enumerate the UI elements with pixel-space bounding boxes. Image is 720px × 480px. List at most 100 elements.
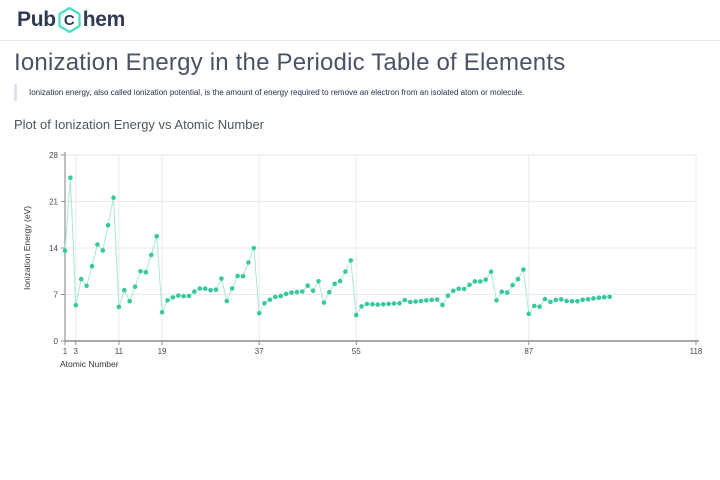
data-point[interactable]	[343, 269, 348, 274]
data-point[interactable]	[553, 297, 559, 303]
data-point[interactable]	[434, 297, 440, 302]
data-point[interactable]	[380, 302, 386, 307]
data-point[interactable]	[472, 279, 478, 284]
data-point[interactable]	[515, 276, 521, 282]
data-point[interactable]	[558, 297, 564, 302]
data-point[interactable]	[273, 294, 278, 300]
data-point[interactable]	[375, 302, 381, 307]
data-point[interactable]	[122, 287, 127, 293]
data-point[interactable]	[143, 269, 149, 275]
data-point[interactable]	[397, 301, 402, 306]
data-point[interactable]	[138, 269, 143, 274]
data-point[interactable]	[321, 300, 327, 305]
data-point[interactable]	[569, 299, 575, 304]
data-point[interactable]	[531, 303, 537, 309]
data-point[interactable]	[159, 309, 165, 315]
data-point[interactable]	[283, 291, 289, 297]
data-point[interactable]	[229, 286, 235, 291]
data-point[interactable]	[213, 287, 219, 292]
data-point[interactable]	[407, 299, 413, 305]
data-point[interactable]	[542, 296, 548, 302]
data-point[interactable]	[73, 302, 79, 308]
data-point[interactable]	[78, 276, 84, 282]
data-point[interactable]	[332, 281, 338, 287]
data-point[interactable]	[149, 252, 154, 258]
data-point[interactable]	[504, 290, 510, 295]
data-point[interactable]	[337, 278, 343, 284]
data-point[interactable]	[456, 286, 462, 292]
data-point[interactable]	[219, 276, 224, 281]
data-point[interactable]	[510, 282, 515, 288]
data-point[interactable]	[391, 301, 397, 306]
data-point[interactable]	[353, 312, 359, 318]
data-point[interactable]	[294, 289, 300, 295]
data-point[interactable]	[575, 298, 580, 304]
data-point[interactable]	[186, 293, 192, 299]
data-point[interactable]	[305, 283, 311, 288]
data-point[interactable]	[89, 263, 95, 269]
data-point[interactable]	[596, 295, 602, 301]
data-point[interactable]	[100, 248, 106, 253]
data-point[interactable]	[478, 279, 483, 284]
data-point[interactable]	[467, 282, 472, 288]
data-point[interactable]	[165, 298, 170, 303]
data-point[interactable]	[127, 298, 132, 304]
data-point[interactable]	[564, 298, 569, 304]
data-point[interactable]	[154, 234, 159, 239]
ionization-energy-chart[interactable]: 1 3 11 19 37 55 87 118 0 7 14 21 28 Atomic Number Ioni…	[0, 145, 720, 380]
data-point[interactable]	[348, 258, 354, 263]
data-point[interactable]	[300, 289, 305, 294]
data-point[interactable]	[132, 284, 138, 290]
data-point[interactable]	[607, 294, 612, 300]
data-point[interactable]	[111, 195, 116, 200]
data-point[interactable]	[602, 295, 607, 300]
data-point[interactable]	[548, 299, 553, 305]
data-point[interactable]	[192, 289, 197, 294]
data-point[interactable]	[526, 311, 532, 317]
data-point[interactable]	[402, 297, 408, 303]
data-point[interactable]	[278, 293, 284, 299]
data-point[interactable]	[176, 293, 181, 298]
pubchem-logo[interactable]: Pub C hem	[17, 6, 125, 34]
data-point[interactable]	[95, 242, 100, 247]
data-point[interactable]	[170, 295, 176, 300]
data-point[interactable]	[418, 298, 424, 304]
data-point[interactable]	[289, 290, 294, 295]
data-point[interactable]	[591, 296, 596, 301]
data-point[interactable]	[116, 304, 122, 310]
data-point[interactable]	[440, 302, 445, 308]
data-point[interactable]	[267, 297, 273, 302]
data-point[interactable]	[521, 267, 526, 272]
data-point[interactable]	[445, 293, 451, 298]
data-point[interactable]	[235, 273, 240, 279]
data-point[interactable]	[84, 283, 89, 289]
data-point[interactable]	[488, 269, 494, 274]
data-point[interactable]	[316, 279, 321, 284]
data-point[interactable]	[327, 289, 332, 295]
data-point[interactable]	[483, 277, 489, 282]
data-point[interactable]	[461, 286, 467, 292]
data-point[interactable]	[413, 299, 418, 304]
data-point[interactable]	[105, 223, 111, 228]
data-point[interactable]	[262, 300, 267, 306]
data-point[interactable]	[370, 301, 375, 307]
data-point[interactable]	[62, 248, 68, 253]
data-point[interactable]	[181, 293, 186, 299]
data-point[interactable]	[580, 297, 585, 303]
data-point[interactable]	[494, 298, 499, 303]
data-point[interactable]	[224, 298, 230, 304]
data-point[interactable]	[246, 260, 251, 265]
data-point[interactable]	[68, 175, 73, 180]
data-point[interactable]	[537, 304, 542, 309]
data-point[interactable]	[202, 286, 208, 291]
data-point[interactable]	[197, 286, 203, 291]
data-point[interactable]	[451, 288, 456, 294]
data-point[interactable]	[208, 287, 213, 293]
data-point[interactable]	[359, 304, 364, 309]
data-point[interactable]	[240, 273, 246, 279]
data-point[interactable]	[310, 288, 316, 293]
data-point[interactable]	[499, 289, 505, 294]
data-point[interactable]	[585, 297, 591, 302]
data-point[interactable]	[424, 298, 429, 303]
data-point[interactable]	[251, 245, 257, 251]
